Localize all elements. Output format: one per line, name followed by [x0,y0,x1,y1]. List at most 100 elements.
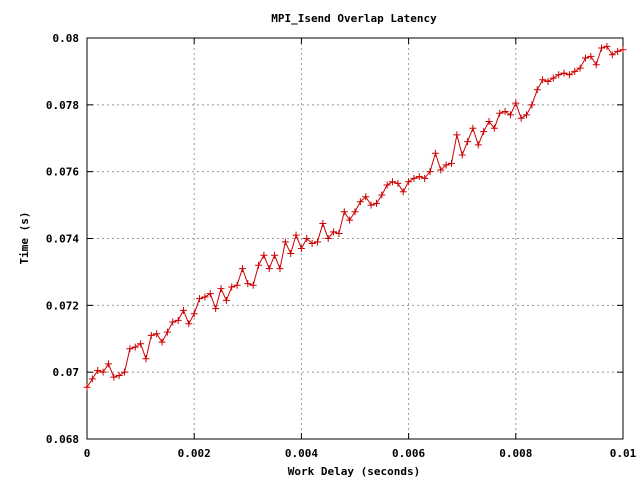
x-tick-label: 0 [84,447,91,460]
data-point-marker [512,99,520,107]
data-point-marker [458,151,466,159]
data-point-marker [367,201,375,209]
y-tick-label: 0.08 [53,32,80,45]
data-point-marker [185,320,193,328]
data-point-marker [619,46,627,54]
data-point-marker [442,161,450,169]
series-group [83,42,627,391]
data-point-marker [496,109,504,117]
x-tick-label: 0.004 [285,447,318,460]
data-point-marker [383,181,391,189]
data-point-marker [560,69,568,77]
data-point-marker [131,343,139,351]
data-point-marker [415,173,423,181]
data-point-marker [501,108,509,116]
data-point-marker [308,240,316,248]
data-point-marker [528,101,536,109]
data-point-marker [356,198,364,206]
tick-marks [86,37,624,440]
chart-title: MPI_Isend Overlap Latency [271,12,437,25]
y-tick-label: 0.07 [53,366,80,379]
x-axis-label: Work Delay (seconds) [288,465,420,478]
data-point-marker [163,328,171,336]
data-point-marker [474,141,482,149]
data-point-marker [94,366,102,374]
data-point-marker [169,318,177,326]
data-point-marker [249,281,257,289]
data-point-marker [539,76,547,84]
data-point-marker [255,261,263,269]
x-tick-label: 0.006 [392,447,425,460]
data-point-marker [99,368,107,376]
grid-lines [87,38,623,439]
data-point-marker [265,265,273,273]
data-point-marker [581,54,589,62]
y-tick-label: 0.076 [46,166,79,179]
data-point-marker [592,61,600,69]
data-point-marker [394,179,402,187]
data-point-marker [222,296,230,304]
data-point-marker [410,174,418,182]
data-point-marker [217,285,225,293]
data-point-marker [271,251,279,259]
data-point-marker [480,128,488,136]
data-point-marker [614,47,622,55]
data-point-marker [330,228,338,236]
y-tick-labels: 0.068 0.07 0.072 0.074 0.076 0.078 0.08 [46,32,79,446]
data-point-marker [346,216,354,224]
data-point-marker [104,360,112,368]
data-point-marker [190,310,198,318]
x-tick-label: 0.01 [610,447,637,460]
data-point-marker [362,193,370,201]
data-point-marker [206,290,214,298]
data-point-marker [372,199,380,207]
data-point-marker [603,42,611,50]
y-tick-label: 0.072 [46,299,79,312]
data-point-marker [608,51,616,59]
data-point-marker [303,235,311,242]
data-point-marker [587,52,595,60]
data-point-marker [244,280,252,288]
data-point-marker [405,178,413,186]
data-point-marker [378,191,386,199]
data-point-marker [196,295,204,303]
data-point-marker [137,340,145,348]
data-point-marker [174,316,182,324]
data-point-marker [340,208,348,216]
data-point-marker [179,306,187,314]
data-point-marker [238,265,246,273]
data-point-marker [421,174,429,182]
data-point-marker [464,138,472,146]
data-point-marker [426,168,434,176]
data-point-marker [399,188,407,196]
data-point-marker [233,281,241,289]
x-tick-label: 0.008 [499,447,532,460]
data-point-marker [142,355,150,363]
data-point-marker [212,305,220,313]
data-point-marker [281,238,289,246]
data-point-marker [121,368,129,376]
y-tick-label: 0.078 [46,99,79,112]
data-point-marker [158,338,166,346]
data-point-marker [598,44,606,52]
data-point-marker [469,124,477,132]
data-point-marker [324,235,332,242]
x-tick-label: 0.002 [178,447,211,460]
y-tick-label: 0.068 [46,433,79,446]
data-point-marker [523,111,531,119]
data-point-marker [287,250,295,258]
data-point-marker [147,331,155,339]
y-axis-label: Time (s) [18,212,31,265]
data-point-marker [335,229,343,237]
data-point-marker [83,383,91,391]
data-point-marker [260,251,268,259]
data-point-marker [431,149,439,157]
data-point-marker [351,208,359,216]
data-point-marker [201,293,209,301]
data-point-marker [297,245,305,253]
data-point-marker [228,283,236,291]
data-point-marker [517,114,525,122]
data-point-marker [313,238,321,246]
data-point-marker [544,77,552,85]
